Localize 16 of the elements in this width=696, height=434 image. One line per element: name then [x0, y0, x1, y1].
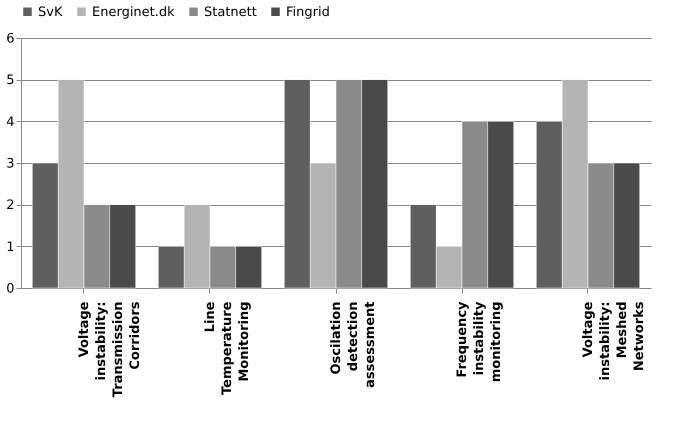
legend-label: SvK [38, 4, 63, 20]
y-tick-label: 1 [6, 240, 14, 255]
x-tick-label: Voltage instability: Transmission Corridors [77, 301, 143, 398]
y-tick-label: 4 [6, 114, 14, 130]
y-tick-label: 2 [6, 198, 14, 214]
x-tick-label: Voltage instability: Meshed Networks [581, 301, 647, 380]
y-tick-label: 5 [6, 73, 14, 88]
y-tick-label: 6 [6, 32, 14, 46]
y-tick-label: 3 [6, 156, 14, 172]
x-tick-label: Oscilation detection assessment [329, 302, 378, 388]
legend-label: Fingrid [286, 4, 330, 20]
x-tick-label: Line Temperature Monitoring [203, 301, 252, 396]
legend-label: Energinet.dk [92, 4, 176, 20]
y-tick-label: 0 [6, 282, 14, 296]
legend-label: Statnett [204, 4, 257, 20]
x-tick-label: Frequency instability monitoring [455, 300, 504, 382]
